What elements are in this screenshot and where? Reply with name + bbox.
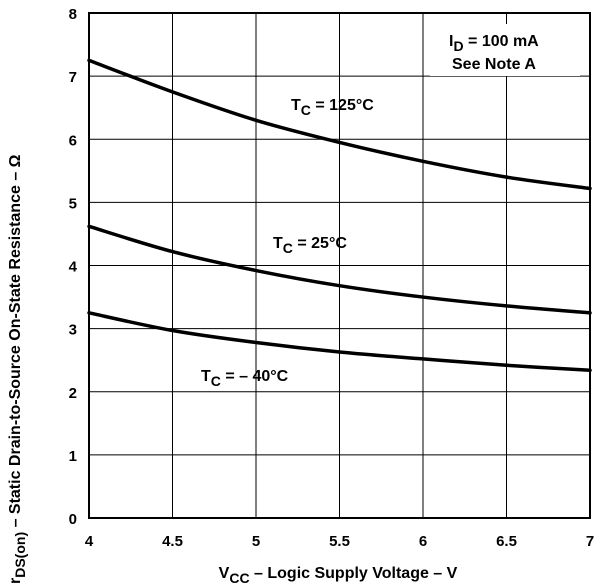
y-tick-label: 1 [69, 448, 77, 465]
x-tick-label: 6 [419, 533, 427, 550]
series-label-25c: TC = 25°C [273, 235, 347, 256]
series-line-25c [87, 224, 592, 315]
x-tick-label: 6.5 [496, 533, 517, 550]
y-tick-label: 2 [69, 385, 77, 402]
x-axis-label: VCC – Logic Supply Voltage – V [219, 565, 458, 584]
y-tick-label: 7 [69, 69, 77, 86]
annotation-box: ID = 100 mA See Note A [430, 24, 580, 76]
grid [89, 13, 590, 518]
series-line-minus40c [87, 311, 592, 373]
y-tick-label: 6 [69, 132, 77, 149]
y-tick-label: 4 [69, 259, 78, 276]
series-labels: TC = 125°C TC = 25°C TC = – 40°C [201, 97, 374, 389]
annotation-id-current: ID = 100 mA [449, 33, 539, 54]
x-tick-label: 4 [85, 533, 94, 550]
annotation-note: See Note A [452, 56, 536, 73]
y-tick-label: 0 [69, 511, 77, 528]
y-axis-label: rDS(on) – Static Drain-to-Source On-Stat… [7, 154, 28, 584]
curves [87, 58, 592, 373]
y-tick-label: 8 [69, 6, 77, 23]
x-tick-label: 7 [586, 533, 594, 550]
y-tick-label: 5 [69, 195, 77, 212]
series-label-minus40c: TC = – 40°C [201, 368, 289, 389]
y-tick-labels: 0 1 2 3 4 5 6 7 8 [69, 6, 78, 528]
y-tick-label: 3 [69, 322, 77, 339]
x-tick-labels: 4 4.5 5 5.5 6 6.5 7 [85, 533, 594, 550]
series-line-125c [87, 58, 592, 191]
annotation-background [430, 24, 580, 76]
series-label-125c: TC = 125°C [291, 97, 374, 118]
x-tick-label: 5 [252, 533, 260, 550]
x-tick-label: 4.5 [162, 533, 183, 550]
x-tick-label: 5.5 [329, 533, 350, 550]
plot-frame [88, 12, 591, 519]
